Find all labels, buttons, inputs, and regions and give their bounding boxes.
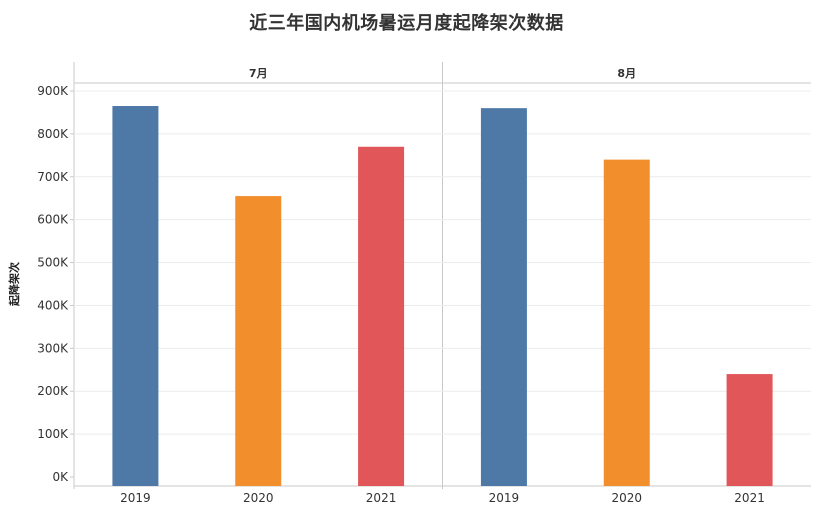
y-tick-label: 0K: [52, 470, 69, 484]
x-axis: 2019 2020 2021 2019 2020 2021: [120, 491, 765, 505]
panel-header-label: 7月: [249, 67, 268, 80]
grid-lines: [74, 90, 811, 435]
y-tick-label: 800K: [37, 127, 69, 141]
panel-header-label: 8月: [617, 67, 636, 80]
bar-8月-2019: [480, 108, 527, 487]
x-tick-label: 2020: [611, 491, 642, 505]
x-tick-label: 2020: [243, 491, 274, 505]
y-tick-label: 100K: [37, 427, 69, 441]
x-tick-label: 2021: [734, 491, 765, 505]
bar-7月-2020: [235, 196, 282, 487]
y-tick-label: 600K: [37, 213, 69, 227]
y-tick-label: 200K: [37, 384, 69, 398]
x-tick-label: 2019: [489, 491, 520, 505]
bar-7月-2021: [358, 146, 405, 486]
y-tick-label: 400K: [37, 298, 69, 312]
bar-8月-2021: [726, 374, 773, 486]
bars: [112, 106, 773, 487]
x-tick-label: 2019: [120, 491, 151, 505]
y-tick-label: 300K: [37, 341, 69, 355]
bar-8月-2020: [603, 159, 650, 486]
chart-title: 近三年国内机场暑运月度起降架次数据: [249, 13, 564, 34]
y-tick-label: 700K: [37, 170, 69, 184]
bar-7月-2019: [112, 106, 159, 486]
x-tick-label: 2021: [366, 491, 397, 505]
y-tick-label: 900K: [37, 84, 69, 98]
y-tick-label: 500K: [37, 256, 69, 270]
panel-headers: 7月 8月: [249, 67, 636, 80]
chart-frame: [73, 62, 811, 489]
y-axis: 0K 100K 200K 300K 400K 500K 600K 700K 800K 900K: [37, 84, 74, 484]
y-axis-label: 起降架次: [7, 262, 21, 307]
